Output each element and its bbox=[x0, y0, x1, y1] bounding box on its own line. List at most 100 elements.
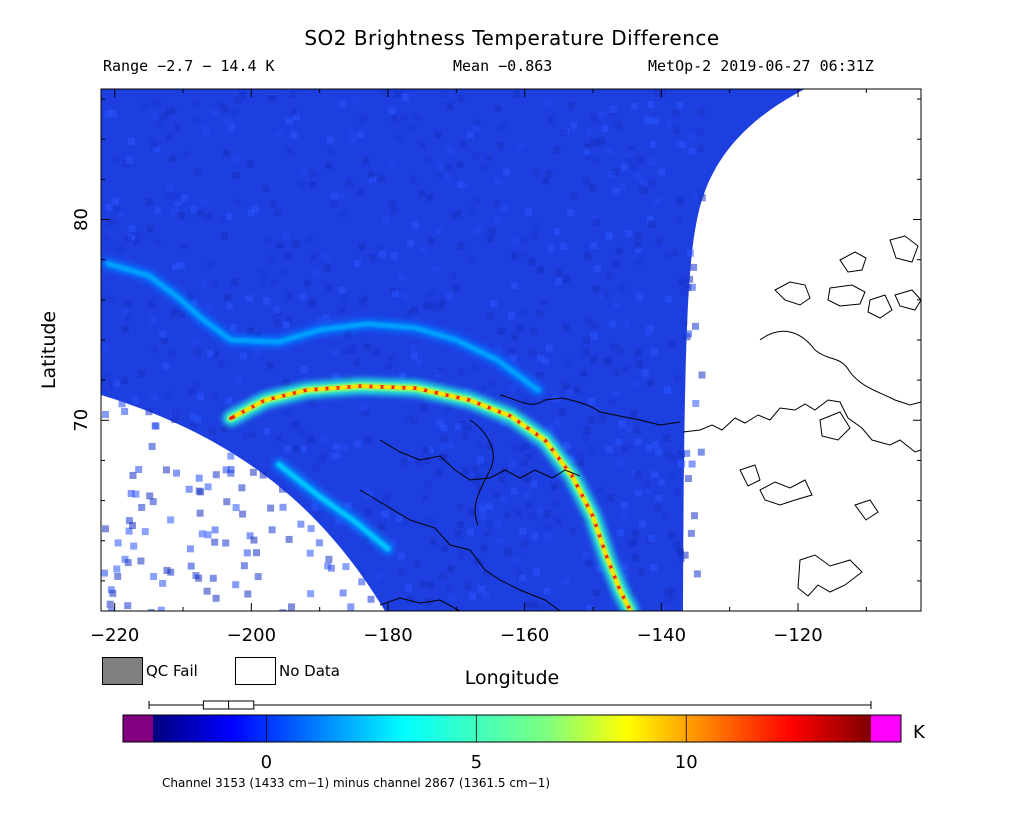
texture-pixel bbox=[117, 211, 124, 219]
texture-pixel bbox=[307, 590, 315, 598]
texture-pixel bbox=[293, 240, 301, 248]
texture-pixel bbox=[634, 438, 642, 446]
texture-pixel bbox=[583, 148, 591, 156]
texture-pixel bbox=[197, 488, 205, 496]
texture-pixel bbox=[308, 399, 316, 406]
texture-pixel bbox=[520, 459, 528, 467]
texture-pixel bbox=[527, 440, 535, 448]
texture-pixel bbox=[394, 90, 402, 98]
texture-pixel bbox=[230, 109, 238, 117]
texture-pixel bbox=[693, 570, 701, 578]
texture-pixel bbox=[276, 241, 284, 249]
texture-pixel bbox=[479, 505, 487, 513]
texture-pixel bbox=[644, 116, 652, 124]
texture-pixel bbox=[680, 288, 688, 296]
texture-pixel bbox=[232, 172, 240, 179]
texture-pixel bbox=[527, 512, 535, 520]
texture-pixel bbox=[227, 123, 235, 131]
texture-pixel bbox=[684, 475, 692, 482]
texture-pixel bbox=[253, 549, 260, 557]
texture-pixel bbox=[631, 553, 639, 561]
texture-pixel bbox=[471, 363, 479, 371]
texture-pixel bbox=[536, 266, 544, 274]
texture-pixel bbox=[457, 552, 465, 560]
texture-pixel bbox=[626, 539, 634, 547]
texture-pixel bbox=[282, 379, 290, 387]
texture-pixel bbox=[151, 139, 159, 147]
texture-pixel bbox=[104, 110, 112, 118]
texture-pixel bbox=[107, 218, 115, 226]
texture-pixel bbox=[299, 428, 306, 436]
texture-pixel bbox=[588, 445, 596, 453]
texture-pixel bbox=[605, 273, 613, 281]
texture-pixel bbox=[562, 578, 570, 586]
texture-pixel bbox=[430, 304, 438, 312]
texture-pixel bbox=[410, 352, 418, 360]
texture-pixel bbox=[434, 131, 442, 139]
texture-pixel bbox=[688, 147, 696, 155]
texture-pixel bbox=[114, 539, 122, 547]
texture-pixel bbox=[132, 490, 140, 498]
texture-pixel bbox=[192, 337, 200, 345]
texture-pixel bbox=[358, 299, 366, 307]
texture-pixel bbox=[243, 549, 251, 557]
texture-pixel bbox=[390, 252, 398, 260]
texture-pixel bbox=[605, 232, 613, 240]
texture-pixel bbox=[332, 442, 340, 450]
texture-pixel bbox=[460, 420, 467, 428]
texture-pixel bbox=[336, 192, 344, 200]
texture-pixel bbox=[497, 142, 505, 150]
texture-pixel bbox=[369, 254, 377, 261]
texture-pixel bbox=[537, 507, 545, 515]
texture-pixel bbox=[543, 587, 551, 595]
texture-pixel bbox=[466, 255, 474, 263]
texture-pixel bbox=[167, 568, 175, 576]
texture-pixel bbox=[596, 486, 604, 494]
texture-pixel bbox=[676, 198, 684, 206]
texture-pixel bbox=[472, 124, 480, 132]
texture-pixel bbox=[108, 607, 115, 611]
texture-pixel bbox=[212, 350, 219, 358]
colorbar-tick-label: 10 bbox=[675, 752, 698, 773]
texture-pixel bbox=[519, 308, 527, 316]
texture-pixel bbox=[519, 527, 527, 535]
texture-pixel bbox=[585, 128, 593, 136]
texture-pixel bbox=[263, 297, 271, 305]
texture-pixel bbox=[247, 327, 254, 335]
texture-pixel bbox=[697, 128, 705, 136]
plume-arcs bbox=[101, 257, 639, 611]
texture-pixel bbox=[426, 446, 434, 454]
texture-pixel bbox=[445, 102, 453, 110]
texture-pixel bbox=[612, 188, 620, 195]
texture-pixel bbox=[330, 192, 338, 200]
texture-pixel bbox=[309, 170, 317, 177]
y-tick-label: 80 bbox=[71, 208, 92, 231]
texture-pixel bbox=[651, 117, 659, 125]
texture-pixel bbox=[618, 183, 626, 191]
texture-pixel bbox=[300, 366, 308, 374]
texture-pixel bbox=[619, 284, 627, 292]
texture-pixel bbox=[135, 466, 143, 473]
texture-pixel bbox=[187, 387, 195, 395]
texture-pixel bbox=[402, 293, 410, 301]
texture-pixel bbox=[335, 518, 343, 526]
x-tick-label: −140 bbox=[637, 625, 686, 646]
texture-pixel bbox=[332, 372, 340, 380]
texture-pixel bbox=[650, 348, 658, 356]
plume-band bbox=[105, 261, 541, 393]
texture-pixel bbox=[674, 140, 682, 148]
texture-pixel bbox=[582, 178, 590, 186]
texture-pixel bbox=[594, 265, 602, 273]
texture-pixel bbox=[149, 498, 157, 506]
colorbar-tick-label: 5 bbox=[471, 752, 482, 773]
texture-pixel bbox=[582, 552, 590, 560]
texture-pixel bbox=[582, 348, 590, 356]
texture-pixel bbox=[653, 198, 661, 205]
texture-pixel bbox=[307, 525, 315, 533]
texture-pixel bbox=[511, 443, 518, 451]
texture-pixel bbox=[105, 203, 113, 211]
texture-pixel bbox=[504, 548, 512, 556]
texture-pixel bbox=[303, 279, 311, 287]
texture-pixel bbox=[195, 474, 203, 482]
texture-pixel bbox=[510, 487, 518, 495]
